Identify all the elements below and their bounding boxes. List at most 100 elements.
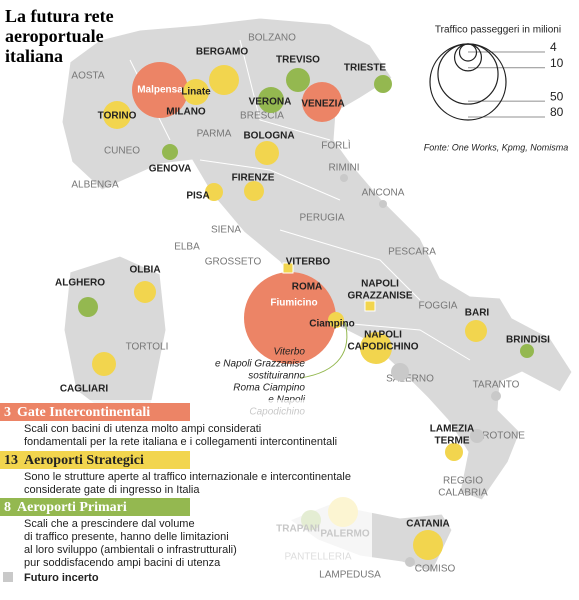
- city-label: CALABRIA: [438, 488, 488, 499]
- airport-marker: [244, 272, 336, 364]
- airport-marker: [92, 352, 116, 376]
- airport-label: TREVISO: [276, 55, 320, 66]
- airport-label: VERONA: [249, 97, 292, 108]
- note-line: sostituiranno: [248, 371, 305, 382]
- airport-label: BARI: [465, 308, 490, 319]
- city-label: PESCARA: [388, 247, 436, 258]
- airport-label: BERGAMO: [196, 47, 248, 58]
- city-label: ELBA: [174, 242, 200, 253]
- city-label: ANCONA: [362, 188, 405, 199]
- legend-source: Fonte: One Works, Kpmg, Nomisma: [424, 142, 569, 152]
- city-label: AOSTA: [71, 71, 104, 82]
- airport-label: PISA: [186, 191, 209, 202]
- airport-label: TERME: [435, 436, 470, 447]
- airport-label: VENEZIA: [301, 99, 344, 110]
- airport-label: BOLOGNA: [243, 131, 294, 142]
- uncertain-airport: [491, 391, 501, 401]
- city-label: FOGGIA: [419, 301, 458, 312]
- panel-background: [0, 400, 372, 568]
- section-description: al loro sviluppo (ambientali o infrastru…: [24, 544, 237, 556]
- airport-label: FIRENZE: [232, 173, 275, 184]
- legend-value: 10: [550, 56, 564, 70]
- section-count: 3: [4, 405, 11, 420]
- city-label: SIENA: [211, 225, 241, 236]
- section-description: Sono le strutture aperte al traffico int…: [24, 471, 351, 483]
- section-count: 8: [4, 500, 11, 515]
- airport-label: BRINDISI: [506, 335, 550, 346]
- legend-value: 4: [550, 40, 557, 54]
- uncertain-airport: [470, 429, 484, 443]
- section-bar: [0, 403, 190, 421]
- city-label: BOLZANO: [248, 33, 296, 44]
- airport-marker: [520, 344, 534, 358]
- section-title: Aeroporti Strategici: [24, 453, 144, 468]
- legend-value: 80: [550, 105, 564, 119]
- airport-marker: [364, 300, 376, 312]
- airport-label: OLBIA: [129, 265, 160, 276]
- section-count: 13: [4, 453, 18, 468]
- airport-marker: [258, 87, 284, 113]
- airport-marker: [205, 183, 223, 201]
- airport-marker: [282, 262, 294, 274]
- section-bar: [0, 498, 190, 516]
- section-description: fondamentali per la rete italiana e i co…: [24, 436, 337, 448]
- section-description: di traffico presente, hanno delle limita…: [24, 531, 229, 543]
- legend-circle: [429, 43, 507, 121]
- note-line: e Napoli Grazzanise: [215, 359, 305, 370]
- city-label: TORTOLI: [126, 342, 169, 353]
- airport-label: TRIESTE: [344, 63, 387, 74]
- city-label: GROSSETO: [205, 257, 262, 268]
- note-line: Viterbo: [273, 347, 305, 358]
- airport-label: GRAZZANISE: [348, 291, 413, 302]
- section-description: Scali che a prescindere dal volume: [24, 518, 195, 530]
- airport-label: Ciampino: [309, 319, 355, 330]
- airport-label: NAPOLI: [361, 279, 399, 290]
- airport-marker: [374, 75, 392, 93]
- legend-circle: [453, 43, 483, 72]
- note-line: Roma Ciampino: [233, 383, 305, 394]
- airport-marker: [209, 65, 239, 95]
- airport-label: Linate: [181, 87, 211, 98]
- airport-marker: [302, 82, 342, 122]
- airport-marker: [132, 62, 188, 118]
- legend-title: Traffico passeggeri in milioni: [435, 25, 561, 36]
- airport-marker: [183, 79, 209, 105]
- note-connector: [299, 321, 348, 379]
- city-label: CUNEO: [104, 146, 140, 157]
- uncertain-airport: [391, 363, 409, 381]
- airport-label: Fiumicino: [270, 298, 317, 309]
- section-description: Scali con bacini di utenza molto ampi co…: [24, 423, 261, 435]
- city-label: ALBENGA: [71, 180, 119, 191]
- section-title: Aeroporti Primari: [17, 500, 127, 515]
- legend-circle: [437, 43, 499, 105]
- title-line: aeroportuale: [5, 26, 104, 46]
- airport-label: Malpensa: [137, 85, 183, 96]
- legend-circle: [458, 43, 478, 62]
- title-line: italiana: [5, 46, 63, 66]
- airport-marker: [360, 332, 392, 364]
- airport-marker: [328, 312, 344, 328]
- uncertain-swatch: [3, 572, 13, 582]
- section-description: considerate gate di ingresso in Italia: [24, 484, 200, 496]
- airport-marker: [255, 141, 279, 165]
- airport-marker: [286, 68, 310, 92]
- uncertain-airport: [379, 200, 387, 208]
- city-label: CROTONE: [475, 431, 525, 442]
- city-label: REGGIO: [443, 476, 483, 487]
- uncertain-airport: [405, 557, 415, 567]
- city-label: SALERNO: [386, 374, 434, 385]
- airport-label: VITERBO: [286, 257, 331, 268]
- airport-marker: [162, 144, 178, 160]
- section-description: pur soddisfacendo ampi bacini di utenza: [24, 557, 221, 569]
- city-label: LAMPEDUSA: [319, 570, 381, 581]
- city-label: FORLÌ: [321, 139, 351, 152]
- airport-label: CATANIA: [406, 519, 450, 530]
- airport-label: ALGHERO: [55, 278, 105, 289]
- city-hub-label: ROMA: [292, 282, 323, 293]
- city-label: COMISO: [415, 564, 456, 575]
- airport-label: TORINO: [98, 111, 137, 122]
- city-label: PARMA: [197, 129, 232, 140]
